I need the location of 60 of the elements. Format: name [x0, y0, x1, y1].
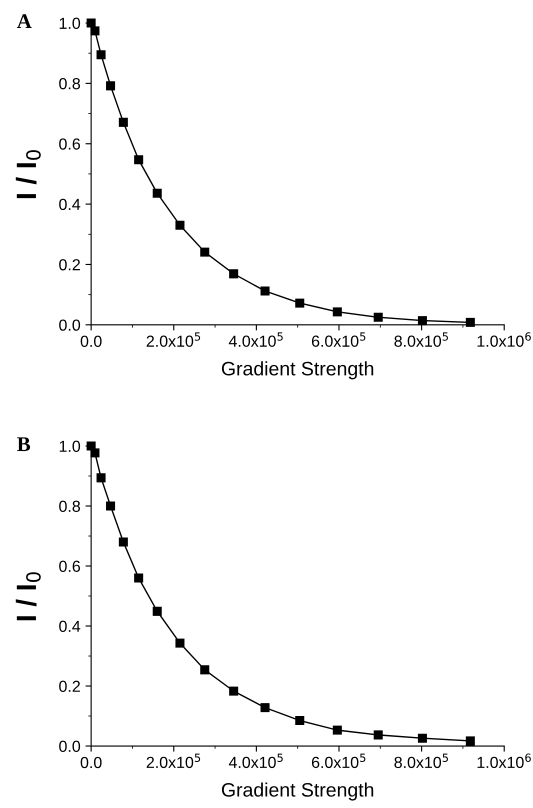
point [374, 312, 383, 322]
x-tick-label: 2.0x10$^{5}$ [146, 332, 200, 347]
x-tick-label: 8.0x10$^{5}$ [394, 332, 448, 347]
y-tick-label: 0.4 [59, 620, 80, 632]
chart-title: B [17, 437, 30, 452]
point [200, 248, 210, 257]
x-tick-label: 8.0x10$^{5}$ [394, 754, 448, 768]
point [229, 269, 238, 278]
chart-title: A [16, 14, 32, 28]
x-tick-label: 6.0x10$^{5}$ [312, 754, 366, 768]
point [175, 220, 184, 230]
point [96, 50, 106, 60]
x-axis-title: Gradient Strength [222, 782, 374, 801]
point [229, 686, 238, 696]
point [106, 81, 116, 90]
point [374, 730, 383, 740]
point [260, 286, 270, 296]
point [152, 606, 162, 616]
x-tick-label: 4.0x10$^{5}$ [228, 332, 283, 347]
x-tick-label: 0.0 [80, 336, 102, 347]
x-tick-label: 4.0x10$^{5}$ [228, 754, 283, 768]
y-tick-label: 0.6 [59, 138, 80, 150]
point [295, 716, 304, 726]
point [175, 638, 184, 648]
y-tick-label: 0.0 [59, 740, 80, 752]
y-tick-label: 0.2 [59, 680, 80, 692]
y-tick-label: 0.0 [59, 319, 80, 331]
y-tick-label: 0.2 [59, 259, 80, 270]
point [260, 703, 270, 712]
point [118, 538, 128, 547]
point [418, 316, 427, 326]
point [106, 502, 116, 511]
point [466, 736, 475, 746]
point [332, 307, 342, 316]
x-tick-label: 1.0x10$^{6}$ [478, 753, 531, 768]
y-axis-title: I / I$_{0}$ [16, 572, 41, 620]
point [466, 318, 475, 327]
x-tick-label: 2.0x10$^{5}$ [146, 754, 200, 768]
y-tick-label: 1.0 [60, 18, 80, 29]
point [134, 574, 144, 583]
y-tick-label: 1.0 [60, 440, 80, 452]
point [96, 473, 106, 482]
x-tick-label: 0.0 [80, 756, 102, 768]
y-tick-label: 0.4 [59, 198, 80, 210]
x-tick-label: 1.0x10$^{6}$ [478, 332, 531, 347]
point [295, 298, 304, 308]
point [134, 155, 144, 164]
y-tick-label: 0.8 [59, 500, 80, 512]
point [90, 448, 100, 458]
point [418, 734, 427, 743]
point [152, 188, 162, 198]
x-tick-label: 6.0x10$^{5}$ [312, 332, 366, 347]
y-tick-label: 0.8 [59, 78, 80, 90]
point [332, 726, 342, 735]
y-tick-label: 0.6 [59, 560, 80, 572]
y-axis-title: I / I$_{0}$ [16, 150, 41, 198]
x-axis-title: Gradient Strength [222, 361, 374, 380]
point [90, 26, 100, 36]
point [118, 118, 128, 127]
point [200, 665, 210, 674]
